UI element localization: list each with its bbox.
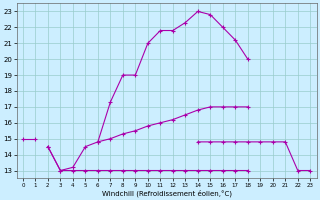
X-axis label: Windchill (Refroidissement éolien,°C): Windchill (Refroidissement éolien,°C): [101, 189, 232, 197]
